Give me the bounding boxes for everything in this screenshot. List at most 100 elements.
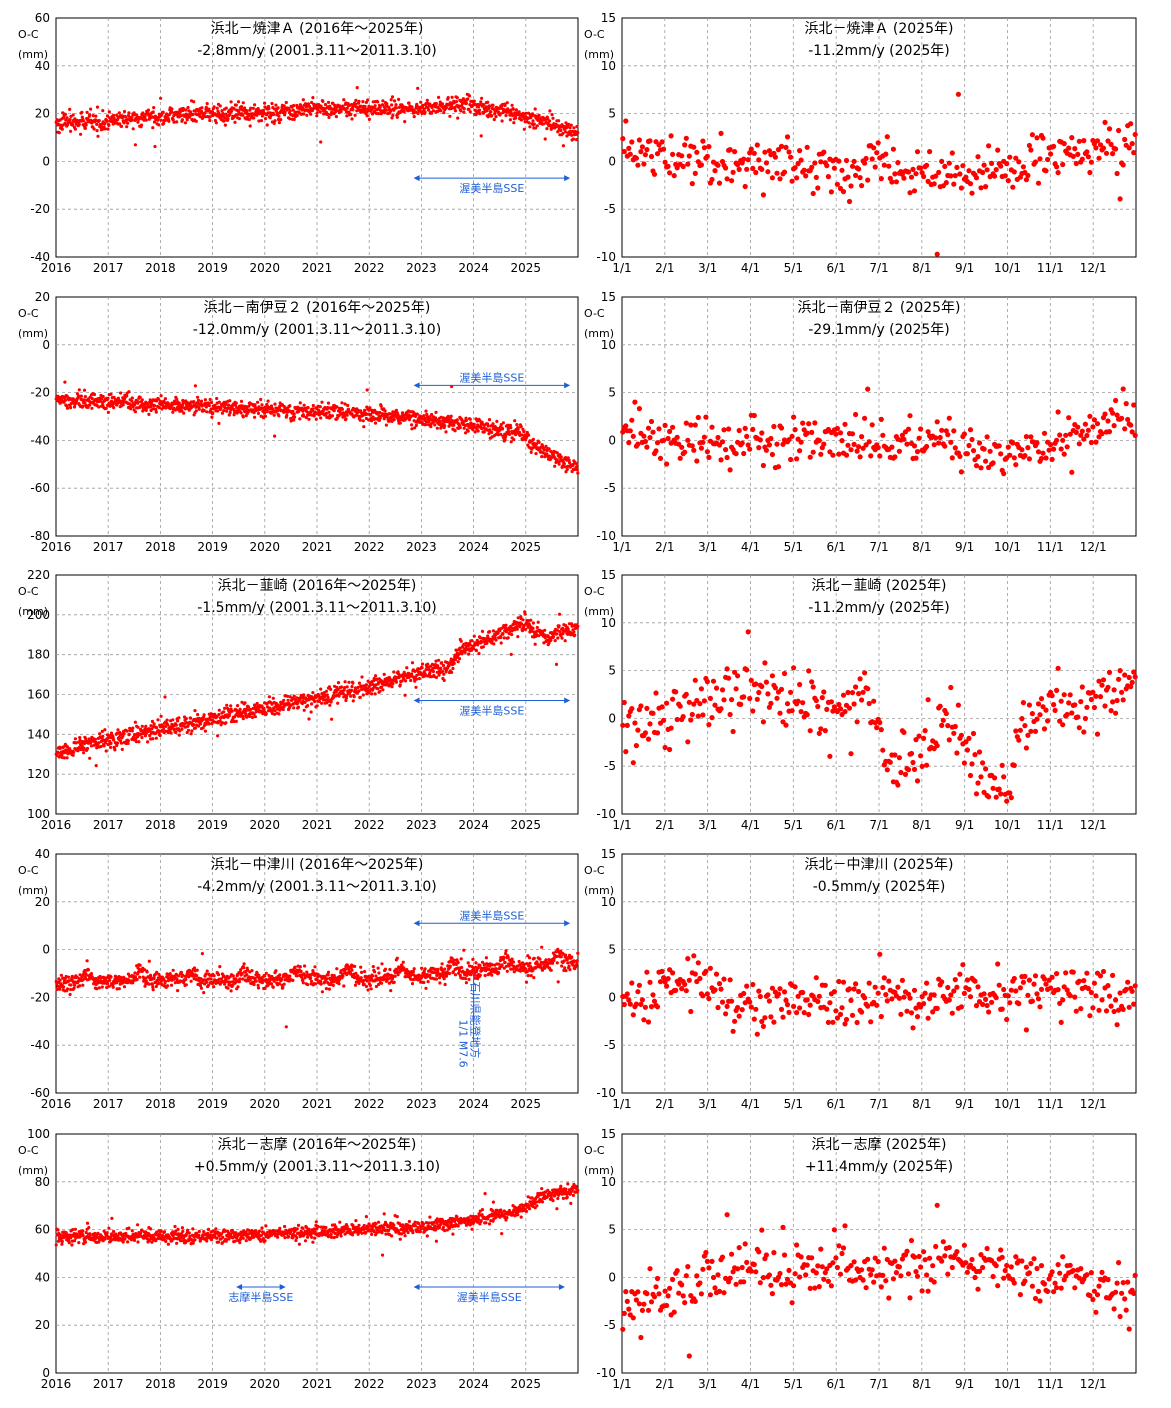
- c3-data-point: [490, 430, 494, 434]
- c3-data-point: [217, 400, 221, 404]
- c3-data-point: [210, 415, 214, 419]
- c5-data-point: [499, 635, 503, 640]
- c6-data-point: [670, 696, 676, 702]
- c1-data-point: [205, 102, 209, 106]
- c4-data-point: [794, 456, 800, 462]
- c1-data-point: [353, 113, 357, 117]
- c5-data-point: [159, 714, 163, 718]
- c3-xtick-label: 2022: [354, 540, 385, 554]
- c7-xtick-label: 2022: [354, 1097, 385, 1111]
- c6-data-point: [1081, 729, 1087, 735]
- c3-data-point: [101, 403, 105, 407]
- c4-data-point: [1019, 447, 1025, 453]
- c1-data-point: [309, 112, 313, 116]
- c5-data-point: [563, 639, 567, 643]
- c6-xtick-label: 2/1: [655, 818, 674, 832]
- c2-data-point: [1110, 151, 1116, 157]
- c5-subtitle: -1.5mm/y (2001.3.11～2011.3.10): [197, 600, 436, 616]
- c5-data-point: [381, 688, 385, 692]
- c6-data-point: [919, 763, 925, 770]
- c1-data-point: [112, 113, 116, 117]
- c6-data-point: [983, 766, 989, 772]
- c1-data-point: [461, 97, 465, 101]
- c2-data-point: [789, 178, 795, 184]
- c3-data-point: [163, 397, 167, 401]
- c1-data-point: [146, 108, 150, 112]
- c4-data-point: [1054, 437, 1060, 443]
- c6-ytick-label: 15: [601, 568, 616, 582]
- c6-data-point: [966, 735, 972, 742]
- c6-data-point: [667, 746, 673, 753]
- c5-data-point: [307, 717, 311, 721]
- c5-data-point: [155, 726, 159, 730]
- c5-data-point: [230, 709, 234, 713]
- c6-data-point: [1106, 669, 1113, 676]
- c3-data-point: [555, 451, 559, 455]
- c5-data-point: [223, 706, 227, 710]
- c1-data-point: [96, 134, 100, 138]
- c5-data-point: [103, 728, 107, 732]
- c4-data-point: [1088, 439, 1094, 446]
- c3-data-point: [449, 414, 453, 418]
- c1-data-point: [167, 119, 171, 123]
- c2-data-point: [913, 171, 919, 177]
- c3-data-point: [239, 411, 243, 415]
- c1-data-point: [550, 113, 554, 117]
- c7-data-point: [89, 972, 94, 976]
- c2-data-point: [781, 169, 788, 175]
- c3-data-point: [330, 414, 334, 418]
- c5-data-point: [481, 645, 485, 649]
- c5-data-point: [193, 709, 197, 713]
- c4-data-point: [744, 433, 750, 439]
- c4-data-point: [719, 439, 726, 445]
- c5-data-point: [414, 685, 418, 689]
- c3-data-point: [130, 396, 134, 400]
- c1-data-point: [504, 113, 508, 118]
- c2-data-point: [1132, 131, 1138, 138]
- c4-data-point: [760, 462, 767, 469]
- c1-data-point: [276, 106, 280, 110]
- c2-data-point: [1076, 138, 1082, 144]
- c1-data-point: [514, 108, 519, 112]
- c5-data-point: [319, 687, 323, 691]
- c3-data-point: [130, 399, 134, 403]
- c5-data-point: [171, 718, 175, 722]
- c6-data-point: [738, 701, 744, 708]
- c4-data-point: [648, 418, 655, 425]
- c2-data-point: [759, 166, 765, 172]
- c6-data-point: [707, 695, 714, 702]
- c2-data-point: [1114, 170, 1120, 177]
- c1-data-point: [512, 121, 516, 125]
- c1-data-point: [345, 106, 349, 110]
- c6-data-point: [954, 750, 960, 756]
- c5-xtick-label: 2019: [197, 818, 228, 832]
- c3-data-point: [306, 406, 310, 410]
- c3-data-point: [562, 462, 566, 466]
- c3-data-point: [127, 390, 131, 394]
- c4-data-point: [627, 428, 633, 434]
- c4-data-point: [936, 440, 942, 446]
- c6-data-point: [837, 706, 844, 712]
- c6-data-point: [862, 670, 868, 676]
- c6-panel: 1/1 2/1 3/1 4/1 5/1 6/1 7/1 8/1 9/1 10/1 11/1 12/11…: [584, 568, 1138, 832]
- c4-data-point: [677, 455, 683, 461]
- c4-data-point: [1093, 439, 1099, 445]
- c4-data-point: [1122, 426, 1128, 432]
- c5-data-point: [309, 710, 313, 714]
- c1-xtick-label: 2019: [197, 261, 228, 275]
- c5-data-point: [207, 722, 211, 726]
- c1-series-points: [54, 86, 580, 149]
- c2-data-point: [1128, 121, 1134, 127]
- c1-data-point: [232, 107, 236, 111]
- c1-data-point: [486, 100, 490, 104]
- c3-xtick-label: 2023: [406, 540, 437, 554]
- c3-data-point: [529, 450, 533, 454]
- c7-yunit: (mm): [18, 884, 48, 897]
- c5-data-point: [506, 636, 510, 640]
- c2-data-point: [948, 173, 954, 179]
- c2-data-point: [1081, 138, 1087, 144]
- c2-data-point: [723, 165, 729, 171]
- c2-data-point: [662, 159, 668, 165]
- c1-panel: 2016 2017 2018 2019 2020 2021 2022 2023 2024 2025…: [18, 11, 580, 275]
- c3-data-point: [256, 411, 261, 415]
